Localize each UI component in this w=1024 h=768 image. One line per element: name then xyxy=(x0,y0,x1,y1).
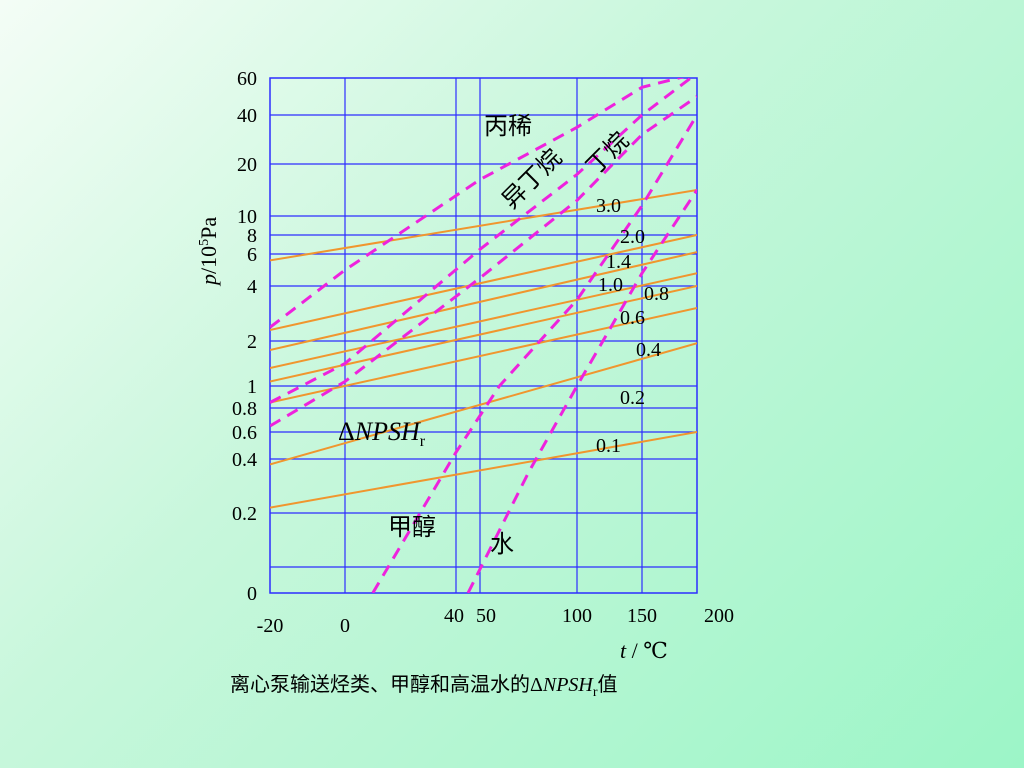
liquid-curve-label: 丁烷 xyxy=(581,127,634,180)
x-tick-label: -20 xyxy=(257,615,284,637)
y-tick-label: 0.6 xyxy=(232,422,257,444)
y-tick-label: 0.4 xyxy=(232,449,257,471)
npsh-line xyxy=(270,189,697,262)
x-axis-title: t / ℃ xyxy=(620,638,668,663)
npsh-line xyxy=(270,342,697,466)
liquid-curve xyxy=(270,95,697,428)
plot-frame xyxy=(269,77,698,594)
npsh-line-label: 0.4 xyxy=(636,339,661,361)
npsh-line xyxy=(270,251,697,351)
npsh-line-label: 2.0 xyxy=(620,226,645,248)
y-tick-label: 0.8 xyxy=(232,398,257,420)
npsh-line-label: 0.2 xyxy=(620,387,645,409)
x-tick-label: 0 xyxy=(340,615,350,637)
npsh-line-label: 0.1 xyxy=(596,435,621,457)
npsh-line-label: 1.4 xyxy=(606,251,631,273)
chart-caption: 离心泵输送烃类、甲醇和高温水的ΔNPSHr值 xyxy=(230,673,618,700)
y-tick-label: 60 xyxy=(237,68,257,90)
liquid-curve xyxy=(466,189,697,593)
y-tick-label: 20 xyxy=(237,154,257,176)
npsh-line-label: 0.8 xyxy=(644,283,669,305)
x-tick-label: 200 xyxy=(704,605,734,627)
npsh-line xyxy=(270,431,697,509)
npsh-line-label: 0.6 xyxy=(620,307,645,329)
y-tick-label: 0.2 xyxy=(232,503,257,525)
liquid-curve-label: 甲醇 xyxy=(388,514,436,541)
y-tick-label: 4 xyxy=(247,276,257,298)
y-tick-label: 0 xyxy=(247,583,257,605)
y-tick-label: 2 xyxy=(247,331,257,353)
npsh-line xyxy=(270,272,697,369)
liquid-curves xyxy=(270,78,697,593)
npsh-line-label: 3.0 xyxy=(596,195,621,217)
y-axis-title: p/105Pa xyxy=(196,217,221,287)
x-tick-label: 100 xyxy=(562,605,592,627)
liquid-curve xyxy=(270,78,685,329)
liquid-curve xyxy=(270,78,694,404)
y-tick-label: 6 xyxy=(247,244,257,266)
liquid-curve-label: 丙稀 xyxy=(484,113,532,140)
y-tick-label: 10 xyxy=(237,206,257,228)
x-tick-labels: -20 0 40 50 100 150 200 xyxy=(257,605,734,637)
y-tick-label: 1 xyxy=(247,376,257,398)
npsh-line-label: 1.0 xyxy=(598,274,623,296)
x-tick-label: 40 xyxy=(444,605,464,627)
npsh-line xyxy=(270,234,697,331)
liquid-curve-label: 水 xyxy=(490,531,514,558)
y-tick-label: 8 xyxy=(247,225,257,247)
x-tick-label: 150 xyxy=(627,605,657,627)
liquid-curve xyxy=(371,114,697,593)
liquid-curve-label: 异丁烷 xyxy=(497,144,567,214)
x-tick-label: 50 xyxy=(476,605,496,627)
inner-npsh-label: ΔNPSHr xyxy=(338,417,426,450)
npsh-lines xyxy=(270,189,697,509)
npsh-line xyxy=(270,307,697,404)
y-tick-label: 40 xyxy=(237,105,257,127)
